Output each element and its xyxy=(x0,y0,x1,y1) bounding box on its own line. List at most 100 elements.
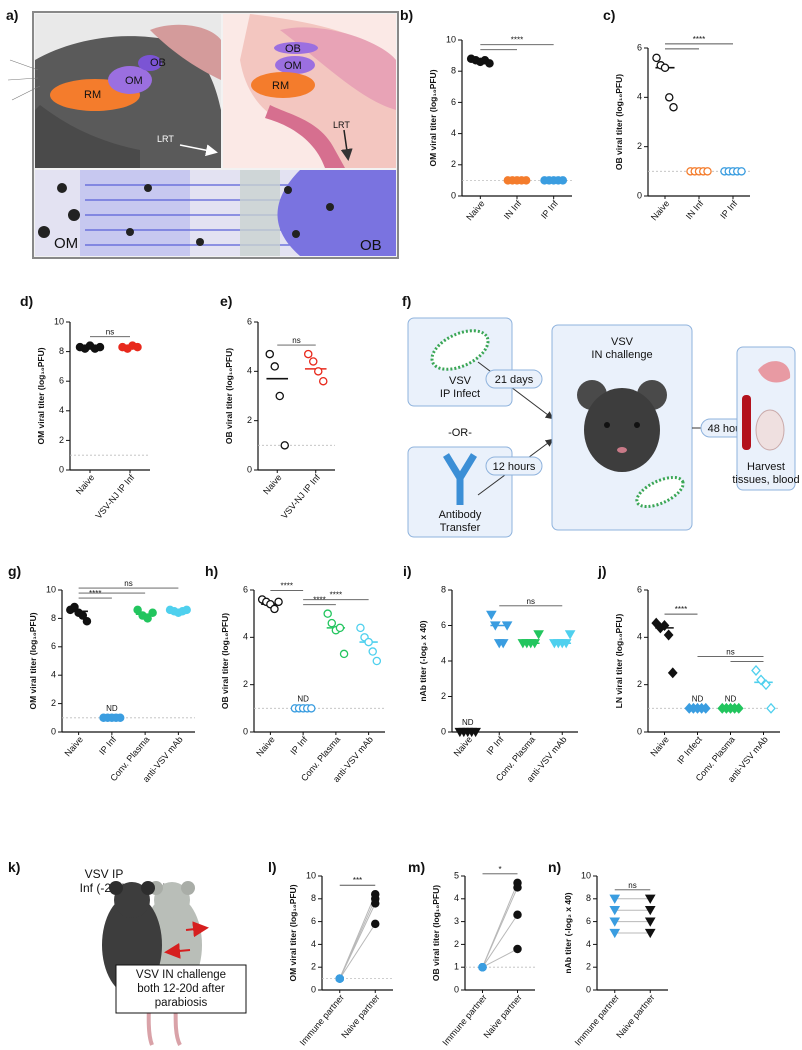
data-point xyxy=(564,630,576,640)
panel-a: a) OB OM RM LRT OB OM RM LRT xyxy=(6,7,399,259)
data-point xyxy=(644,928,656,939)
y-tick-label: 4 xyxy=(637,92,642,102)
data-point xyxy=(609,906,621,916)
panel-label: a) xyxy=(6,7,18,23)
y-axis-label: nAb titer (-log₂ x 40) xyxy=(418,620,428,701)
panel-label: b) xyxy=(400,7,413,23)
y-tick-label: 8 xyxy=(441,584,446,594)
x-tick-label: Naive xyxy=(74,472,96,496)
data-point xyxy=(663,629,674,641)
significance-label: * xyxy=(498,865,501,874)
significance-label: ns xyxy=(527,597,535,606)
data-point xyxy=(470,727,481,738)
x-tick-label: Naive xyxy=(649,198,671,222)
label: LRT xyxy=(157,134,174,144)
x-tick-label: Naive xyxy=(254,734,276,758)
y-tick-label: 0 xyxy=(637,726,642,736)
y-tick-label: 6 xyxy=(243,584,248,594)
y-tick-label: 10 xyxy=(46,584,56,594)
y-axis-label: OM viral titer (log₁₀PFU) xyxy=(288,884,298,981)
y-tick-label: 8 xyxy=(59,346,64,356)
significance-label: ns xyxy=(124,579,132,588)
data-point xyxy=(513,944,522,954)
y-tick-label: 0 xyxy=(311,984,316,994)
data-point xyxy=(533,630,544,640)
label: OM xyxy=(125,75,143,87)
panel-label: n) xyxy=(548,859,561,875)
label: VSV IN challenge xyxy=(136,969,226,981)
y-tick-label: 10 xyxy=(306,870,316,880)
y-tick-label: 0 xyxy=(51,726,56,736)
y-axis-label: OB viral titer (log₁₀PFU) xyxy=(614,74,624,170)
data-point xyxy=(652,53,661,63)
significance-label: **** xyxy=(313,596,325,605)
y-tick-label: 4 xyxy=(247,366,252,376)
data-point xyxy=(529,639,541,649)
y-tick-label: 2 xyxy=(51,698,56,708)
data-point xyxy=(308,357,318,366)
data-point xyxy=(307,704,316,713)
label: OB xyxy=(285,43,301,55)
y-tick-label: 2 xyxy=(637,679,642,689)
significance-label: ns xyxy=(726,647,734,656)
x-tick-label: IN Inf xyxy=(684,198,706,221)
panel-k: k) VSV IP Inf (-21d) Naive VSV IN challe… xyxy=(8,859,247,1046)
y-tick-label: 4 xyxy=(451,128,456,138)
data-point xyxy=(303,349,313,359)
data-point xyxy=(115,713,125,723)
panel-label: h) xyxy=(205,563,218,579)
y-tick-label: 2 xyxy=(637,141,642,151)
y-tick-label: 6 xyxy=(637,584,642,594)
data-point xyxy=(370,899,380,908)
y-tick-label: 6 xyxy=(586,916,591,926)
y-tick-label: 8 xyxy=(586,893,591,903)
x-tick-label: VSV-NJ IP Inf xyxy=(93,472,136,521)
panel-label: j) xyxy=(597,563,607,579)
y-tick-label: 4 xyxy=(454,893,459,903)
label: 21 days xyxy=(495,374,534,386)
data-point xyxy=(669,102,678,112)
data-point xyxy=(644,894,656,904)
y-tick-label: 2 xyxy=(247,415,252,425)
label: 12 hours xyxy=(493,461,536,473)
label: OB xyxy=(360,237,382,254)
y-tick-label: 4 xyxy=(637,632,642,642)
y-tick-label: 6 xyxy=(637,42,642,52)
x-tick-label: Immune partner xyxy=(573,992,621,1047)
significance-label: **** xyxy=(89,589,101,598)
y-tick-label: 3 xyxy=(454,916,459,926)
data-point xyxy=(667,667,678,679)
significance-label: *** xyxy=(353,876,362,885)
data-point xyxy=(497,639,509,649)
data-point xyxy=(644,917,656,927)
data-point xyxy=(356,623,365,633)
y-tick-label: 8 xyxy=(451,66,456,76)
panel-label: g) xyxy=(8,563,21,579)
y-axis-label: OM viral titer (log₁₀PFU) xyxy=(428,69,438,166)
x-tick-label: Naive xyxy=(452,734,474,758)
y-tick-label: 5 xyxy=(454,870,459,880)
data-point xyxy=(78,611,88,620)
label: OM xyxy=(54,235,78,252)
data-point xyxy=(339,649,349,659)
data-point xyxy=(513,883,522,892)
significance-label: **** xyxy=(511,36,523,45)
annotation: ND xyxy=(297,694,309,703)
data-point xyxy=(737,167,746,176)
label: both 12-20d after xyxy=(137,983,225,995)
y-tick-label: 2 xyxy=(454,939,459,949)
x-tick-label: Naive xyxy=(63,734,85,758)
y-tick-label: 0 xyxy=(59,464,64,474)
data-point xyxy=(521,176,531,185)
data-point xyxy=(609,894,621,904)
label: VSV xyxy=(611,336,634,348)
x-tick-label: Immune partner xyxy=(298,992,346,1047)
data-point xyxy=(489,621,501,631)
y-tick-label: 1 xyxy=(454,962,459,972)
y-tick-label: 10 xyxy=(581,870,591,880)
pair-line xyxy=(339,923,376,979)
y-tick-label: 0 xyxy=(454,984,459,994)
data-point xyxy=(280,441,289,450)
significance-label: ns xyxy=(292,336,300,345)
